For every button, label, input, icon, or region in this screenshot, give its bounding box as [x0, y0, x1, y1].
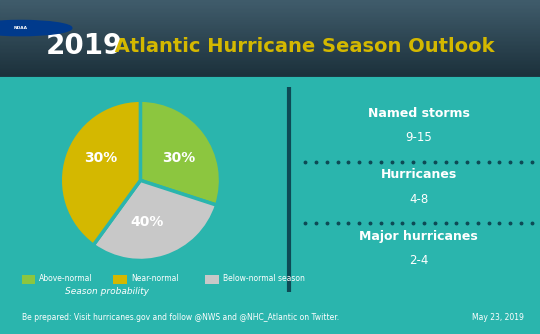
Circle shape [0, 20, 72, 36]
Text: 40%: 40% [130, 215, 164, 229]
Bar [0, 63, 540, 64]
Bar [0, 75, 540, 76]
Bar [0, 76, 540, 77]
Bar [0, 17, 540, 19]
Text: 2019: 2019 [46, 32, 123, 60]
Bar [0, 57, 540, 59]
Bar [0, 7, 540, 8]
Bar [0, 16, 540, 17]
Bar [0, 49, 540, 51]
Bar [0, 27, 540, 28]
Text: Above-normal: Above-normal [39, 274, 93, 283]
Bar [0, 33, 540, 35]
FancyBboxPatch shape [113, 275, 127, 284]
Bar [0, 69, 540, 71]
Wedge shape [93, 180, 217, 261]
Bar [0, 41, 540, 43]
Bar [0, 43, 540, 44]
Bar [0, 71, 540, 72]
Bar [0, 73, 540, 75]
Bar [0, 24, 540, 25]
Text: Near-normal: Near-normal [131, 274, 179, 283]
Bar [0, 21, 540, 23]
Bar [0, 39, 540, 40]
Text: Major hurricanes: Major hurricanes [359, 230, 478, 243]
Bar [0, 61, 540, 63]
Bar [0, 3, 540, 4]
Bar [0, 48, 540, 49]
Text: 30%: 30% [162, 151, 195, 165]
Bar [0, 45, 540, 47]
Bar [0, 79, 540, 80]
Bar [0, 29, 540, 31]
Bar [0, 31, 540, 32]
Bar [0, 68, 540, 69]
Wedge shape [140, 100, 220, 205]
Text: Season probability: Season probability [65, 287, 149, 296]
Bar [0, 53, 540, 55]
Text: Atlantic Hurricane Season Outlook: Atlantic Hurricane Season Outlook [108, 37, 495, 56]
Bar [0, 15, 540, 16]
Text: 2-4: 2-4 [409, 255, 428, 268]
Bar [0, 8, 540, 9]
Bar [0, 12, 540, 13]
Bar [0, 51, 540, 52]
Bar [0, 20, 540, 21]
Bar [0, 40, 540, 41]
Bar [0, 55, 540, 56]
Bar [0, 60, 540, 61]
Bar [0, 9, 540, 11]
Text: May 23, 2019: May 23, 2019 [472, 313, 524, 322]
Bar [0, 44, 540, 45]
Bar [0, 35, 540, 36]
Bar [0, 47, 540, 48]
Bar [0, 1, 540, 3]
Bar [0, 13, 540, 15]
FancyBboxPatch shape [205, 275, 219, 284]
Text: 9-15: 9-15 [405, 131, 432, 144]
Bar [0, 5, 540, 7]
Bar [0, 36, 540, 37]
Bar [0, 19, 540, 20]
Bar [0, 64, 540, 65]
Bar [0, 32, 540, 33]
Wedge shape [60, 100, 140, 245]
Text: Hurricanes: Hurricanes [380, 168, 457, 181]
Bar [0, 59, 540, 60]
Bar [0, 65, 540, 67]
Bar [0, 37, 540, 39]
Text: Named storms: Named storms [368, 107, 469, 120]
Bar [0, 67, 540, 68]
Bar [0, 23, 540, 24]
Text: Be prepared: Visit hurricanes.gov and follow @NWS and @NHC_Atlantic on Twitter.: Be prepared: Visit hurricanes.gov and fo… [22, 313, 339, 322]
Bar [0, 25, 540, 27]
Bar [0, 52, 540, 53]
Text: 4-8: 4-8 [409, 193, 428, 206]
Text: Below-normal season: Below-normal season [223, 274, 305, 283]
Bar [0, 77, 540, 79]
Bar [0, 72, 540, 73]
Bar [0, 4, 540, 5]
Bar [0, 56, 540, 57]
Bar [0, 28, 540, 29]
Bar [0, 11, 540, 12]
Bar [0, 0, 540, 1]
FancyBboxPatch shape [22, 275, 35, 284]
Text: 30%: 30% [84, 151, 117, 165]
Text: NOAA: NOAA [14, 26, 28, 30]
